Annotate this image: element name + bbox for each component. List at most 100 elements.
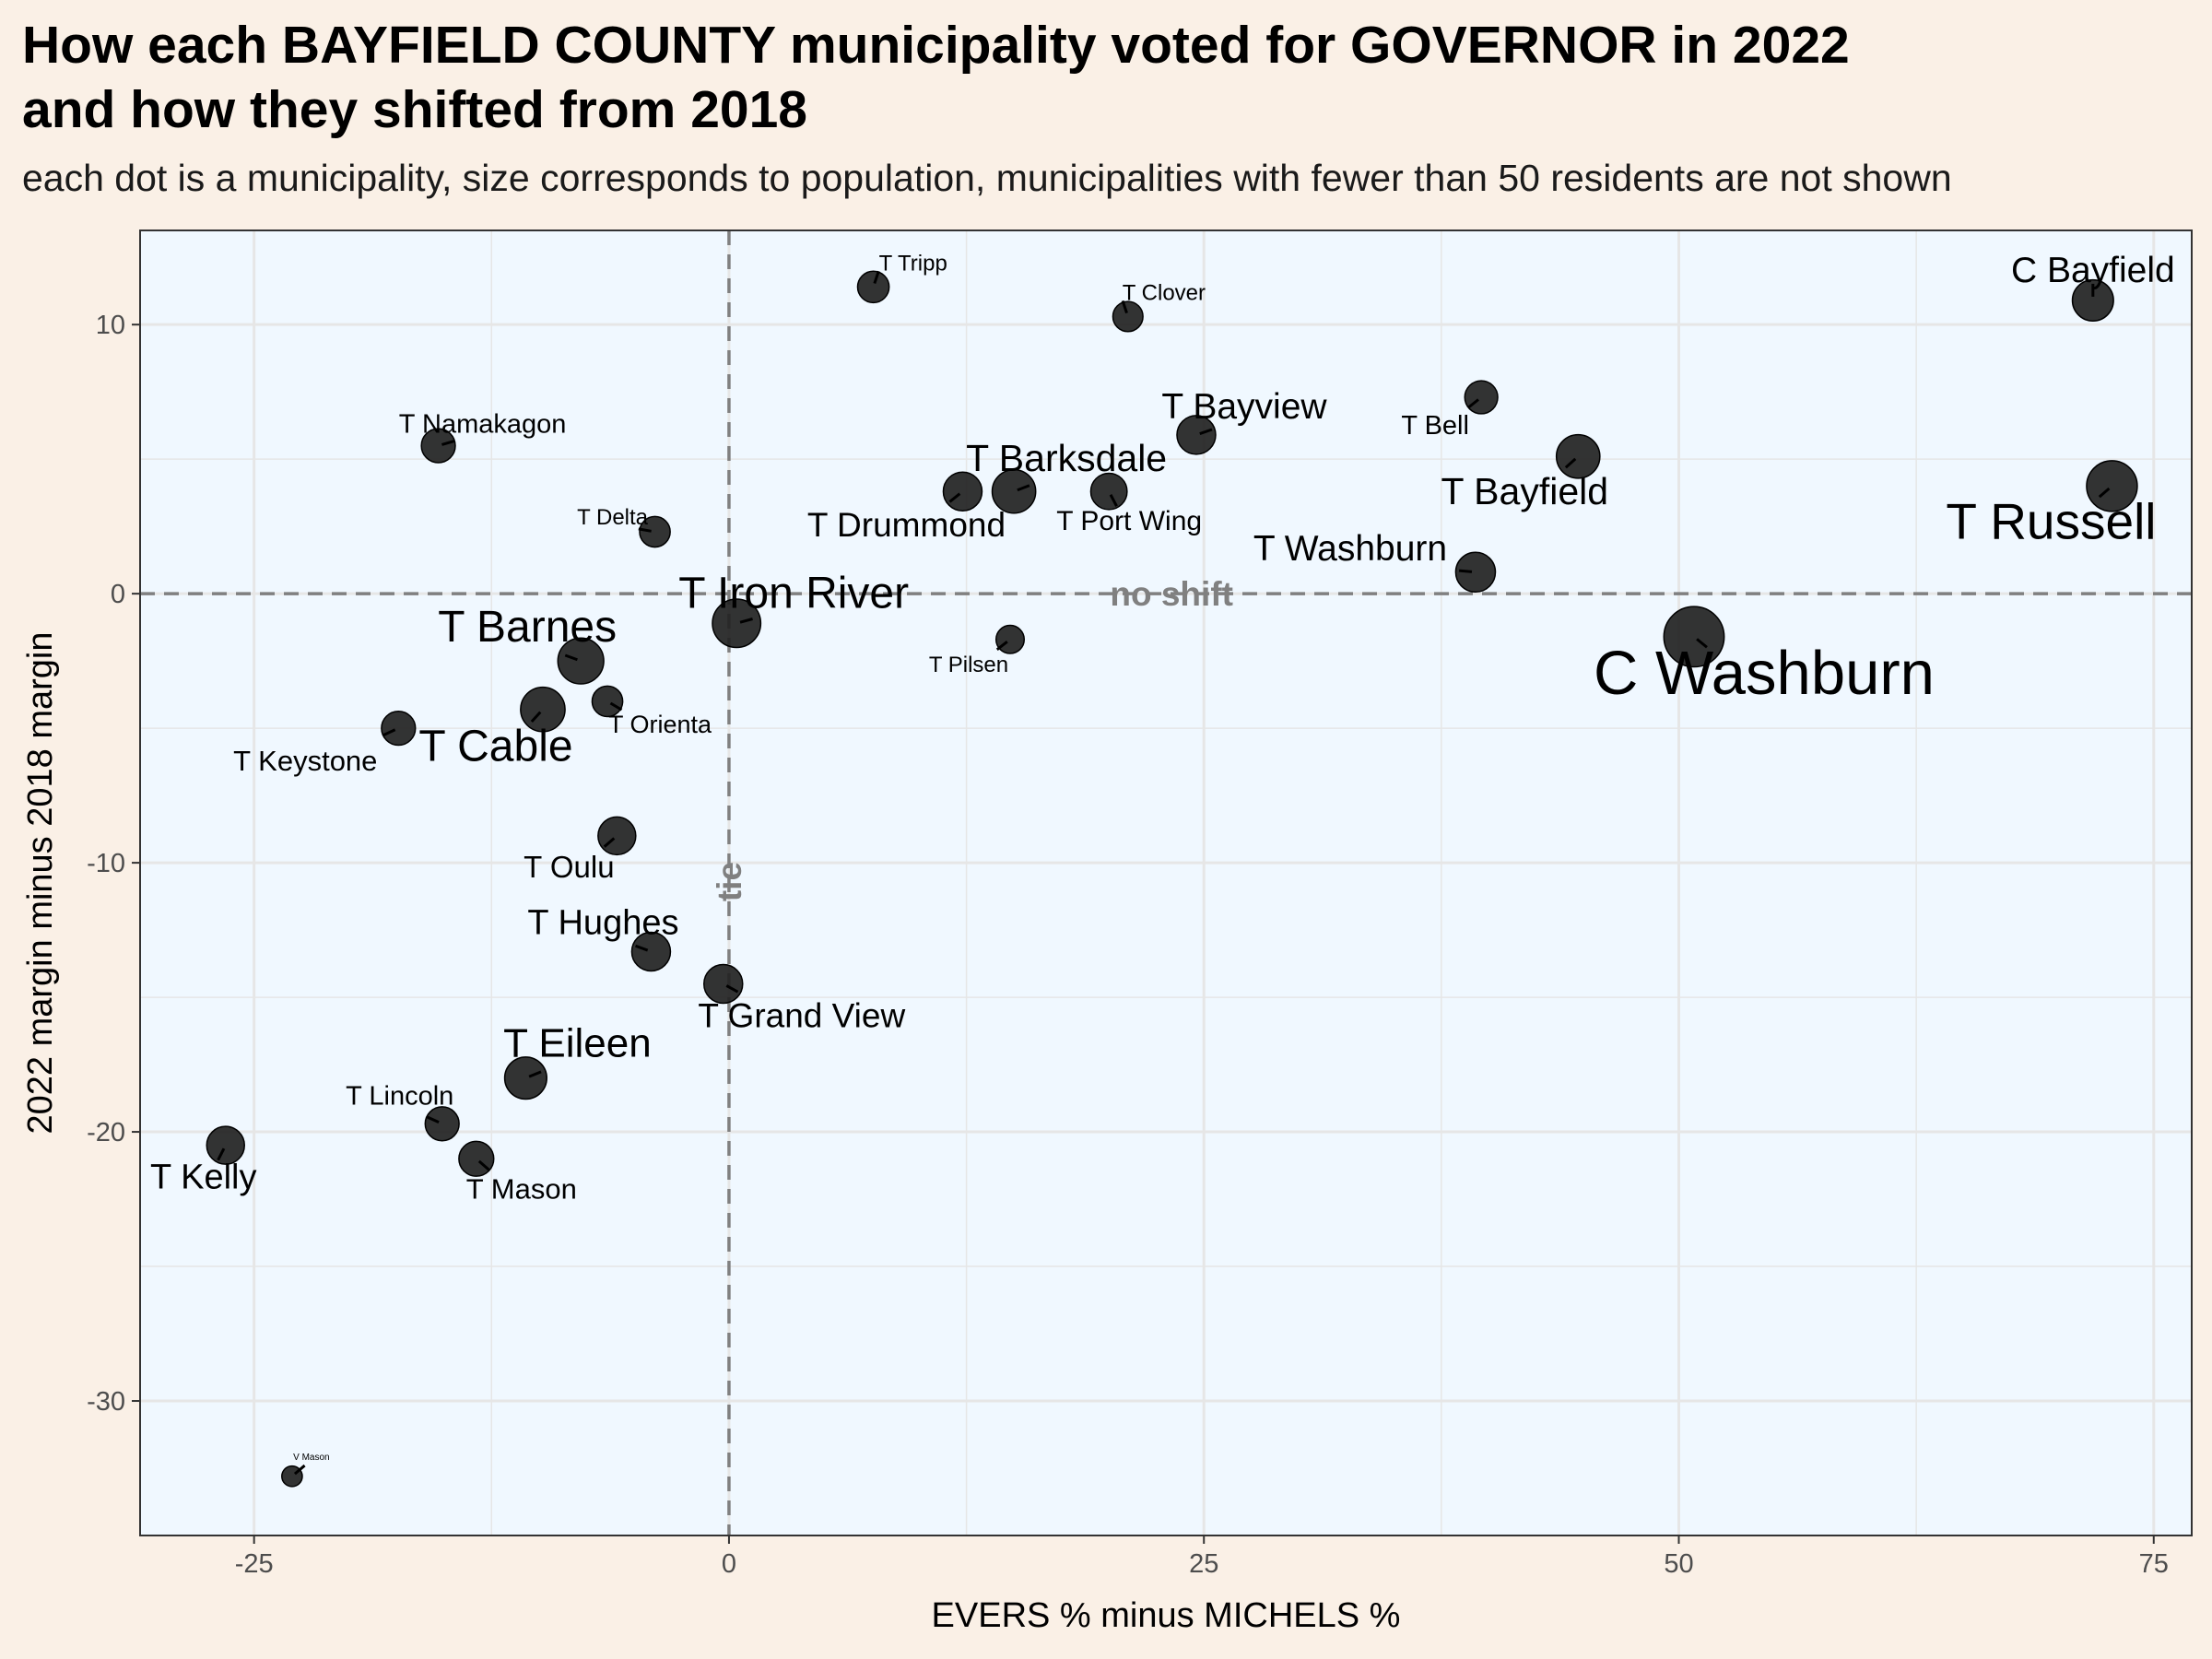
leader-t-tripp xyxy=(873,270,880,284)
y-tick-label: -10 xyxy=(87,849,125,878)
label-t-bayview: T Bayview xyxy=(1161,387,1327,427)
point-t-kelly xyxy=(206,1125,245,1165)
leader-t-grand-view xyxy=(725,984,739,994)
plot-panel xyxy=(140,230,2192,1535)
leader-t-pilsen xyxy=(995,641,1008,652)
label-t-eileen: T Eileen xyxy=(503,1021,652,1066)
label-t-barnes: T Barnes xyxy=(438,603,617,652)
point-t-pilsen xyxy=(994,624,1026,654)
label-t-mason: T Mason xyxy=(466,1172,577,1205)
y-tick-label: 10 xyxy=(96,311,125,340)
leader-t-iron-river xyxy=(739,618,753,624)
point-t-bayview xyxy=(1176,415,1217,455)
reference-lines: no shift tie xyxy=(140,230,2192,1535)
label-t-lincoln: T Lincoln xyxy=(346,1081,453,1111)
label-t-namakagon: T Namakagon xyxy=(399,410,567,440)
chart-title: How each BAYFIELD COUNTY municipality vo… xyxy=(22,13,2197,142)
label-t-tripp: T Tripp xyxy=(879,251,947,276)
point-t-washburn xyxy=(1454,551,1497,594)
leader-v-mason xyxy=(293,1464,306,1476)
leader-t-russell xyxy=(2098,487,2111,499)
x-tick-label: 0 xyxy=(722,1549,736,1579)
x-tick-label: 25 xyxy=(1189,1549,1218,1579)
leader-t-port-wing xyxy=(1109,494,1118,507)
chart-subtitle: each dot is a municipality, size corresp… xyxy=(22,157,1952,199)
point-t-namakagon xyxy=(420,428,456,464)
point-t-keystone xyxy=(381,710,417,747)
label-t-kelly: T Kelly xyxy=(150,1159,256,1197)
point-t-orienta xyxy=(591,685,624,718)
point-t-lincoln xyxy=(424,1106,460,1142)
leader-t-bayview xyxy=(1199,428,1213,435)
label-t-cable: T Cable xyxy=(418,723,572,771)
label-t-iron-river: T Iron River xyxy=(678,569,909,618)
point-t-delta xyxy=(639,515,671,548)
leader-t-drummond xyxy=(948,492,961,503)
leader-t-lincoln xyxy=(426,1115,440,1124)
point-t-iron-river xyxy=(712,598,762,649)
label-t-russell: T Russell xyxy=(1946,492,2156,549)
label-v-mason: V Mason xyxy=(293,1453,329,1463)
leader-t-delta xyxy=(638,527,652,533)
label-c-washburn: C Washburn xyxy=(1594,639,1935,708)
title-line-1: How each BAYFIELD COUNTY municipality vo… xyxy=(22,16,1850,75)
label-t-drummond: T Drummond xyxy=(807,506,1006,544)
y-axis-title: 2022 margin minus 2018 margin xyxy=(21,632,60,1135)
point-t-barksdale xyxy=(991,468,1037,514)
y-tick-label: -30 xyxy=(87,1387,125,1417)
y-tick-label: 0 xyxy=(111,580,125,609)
leader-t-kelly xyxy=(217,1147,226,1161)
point-t-russell xyxy=(2086,460,2138,512)
leader-t-barksdale xyxy=(1017,484,1030,492)
label-t-port-wing: T Port Wing xyxy=(1056,506,1202,536)
leader-t-hughes xyxy=(635,944,649,952)
leader-c-washburn xyxy=(1696,638,1708,649)
leader-t-mason xyxy=(477,1159,490,1171)
point-t-drummond xyxy=(942,471,983,512)
point-t-port-wing xyxy=(1089,472,1128,511)
label-t-oulu: T Oulu xyxy=(524,850,614,884)
point-labels: T Tripp T Clover C Bayfield T Bell T Namakag… xyxy=(150,251,2175,1476)
label-t-hughes: T Hughes xyxy=(527,903,678,942)
leader-t-keystone xyxy=(382,728,396,736)
x-tick-label: -25 xyxy=(235,1549,274,1579)
label-t-grand-view: T Grand View xyxy=(698,996,905,1034)
point-t-hughes xyxy=(630,931,672,972)
point-t-barnes xyxy=(557,637,605,685)
point-c-bayfield xyxy=(2071,278,2114,322)
point-c-washburn xyxy=(1663,606,1725,668)
leader-t-bayfield xyxy=(1564,457,1577,469)
label-t-keystone: T Keystone xyxy=(233,745,377,777)
leader-t-namakagon xyxy=(441,440,455,446)
point-t-eileen xyxy=(503,1056,547,1100)
x-axis-title: EVERS % minus MICHELS % xyxy=(932,1596,1401,1635)
x-tick-label: 75 xyxy=(2139,1549,2169,1579)
title-line-2: and how they shifted from 2018 xyxy=(22,80,807,139)
point-t-tripp xyxy=(856,270,890,304)
label-t-delta: T Delta xyxy=(577,505,649,530)
plot-panel-border xyxy=(139,229,2193,1536)
label-t-bayfield: T Bayfield xyxy=(1441,470,1608,512)
point-t-mason xyxy=(458,1140,495,1177)
point-t-clover xyxy=(1112,300,1144,333)
label-c-bayfield: C Bayfield xyxy=(2011,251,2175,290)
leader-t-clover xyxy=(1121,300,1128,314)
leader-t-oulu xyxy=(603,837,616,848)
point-t-bell xyxy=(1464,380,1499,415)
label-t-clover: T Clover xyxy=(1123,280,1206,305)
y-tick-label: -20 xyxy=(87,1118,125,1147)
leader-t-orienta xyxy=(609,701,623,712)
x-tick-label: 50 xyxy=(1664,1549,1693,1579)
leader-t-barnes xyxy=(564,653,578,662)
label-t-washburn: T Washburn xyxy=(1253,529,1447,569)
label-t-barksdale: T Barksdale xyxy=(966,437,1167,479)
no-shift-label: no shift xyxy=(1110,575,1233,613)
leader-t-bell xyxy=(1467,398,1479,409)
tie-label: tie xyxy=(711,862,748,901)
point-t-grand-view xyxy=(703,963,744,1005)
label-t-bell: T Bell xyxy=(1401,411,1469,441)
leader-t-cable xyxy=(530,711,542,724)
label-t-pilsen: T Pilsen xyxy=(929,653,1008,677)
